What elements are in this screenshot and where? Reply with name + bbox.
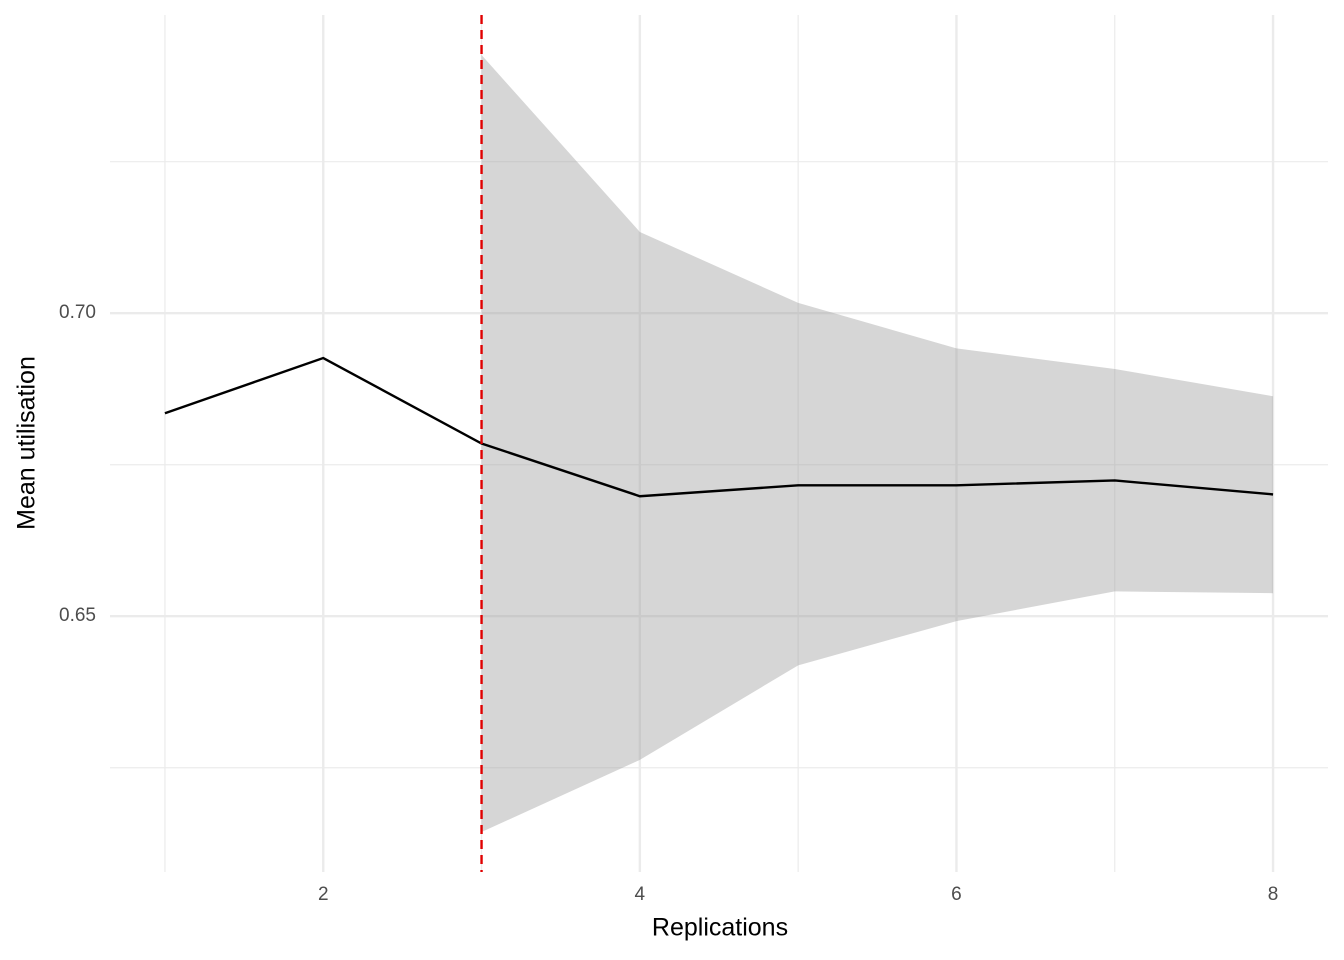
line [164, 356, 1274, 498]
y-tick-label: 0.70 [59, 302, 96, 323]
x-tick-label: 4 [635, 884, 646, 905]
x-tick-label: 2 [318, 884, 329, 905]
x-tick-label: 6 [951, 884, 962, 905]
y-tick-label: 0.65 [59, 605, 96, 626]
y-axis-label: Mean utilisation [13, 356, 41, 530]
x-axis-label: Replications [652, 914, 788, 942]
confidence-band [481, 55, 1274, 832]
x-tick-label: 8 [1268, 884, 1279, 905]
